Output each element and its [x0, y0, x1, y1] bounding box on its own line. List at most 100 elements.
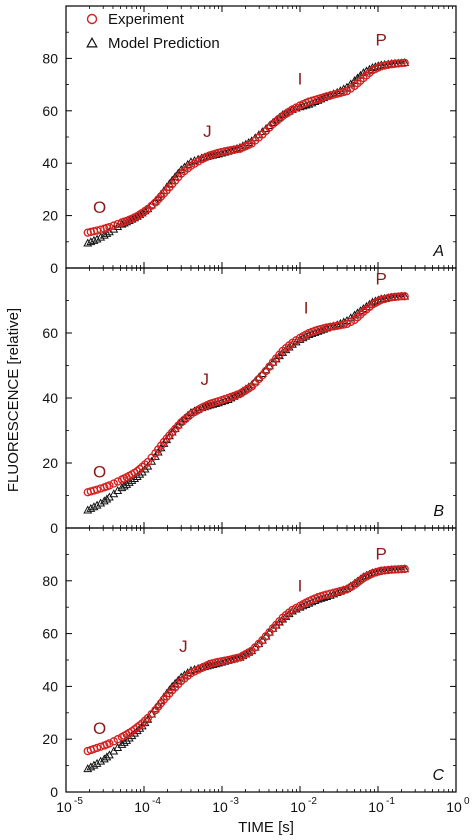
experiment-point: [133, 466, 142, 476]
panel-label: B: [433, 503, 444, 520]
experiment-point: [226, 146, 236, 155]
phase-label-j: J: [203, 122, 212, 141]
experiment-point: [135, 464, 144, 474]
model-point: [86, 503, 96, 512]
x-tick-label: 10: [56, 799, 72, 815]
experiment-point: [397, 565, 406, 574]
model-point: [83, 238, 93, 247]
model-point: [102, 494, 112, 503]
x-tick-exponent: -5: [74, 796, 83, 807]
y-tick-label: 80: [42, 573, 58, 589]
x-tick-label: 10: [290, 799, 306, 815]
y-tick-label: 40: [42, 678, 58, 694]
model-point: [310, 327, 320, 336]
y-tick-label: 20: [42, 455, 58, 471]
experiment-point: [229, 145, 239, 154]
model-point: [313, 594, 323, 603]
y-tick-label: 60: [42, 103, 58, 119]
y-tick-label: 60: [42, 325, 58, 341]
series-experiment: [83, 292, 409, 497]
model-point: [124, 477, 134, 486]
panel-c: 0 20 40 60 80 O J I P C: [42, 527, 457, 800]
experiment-point: [133, 723, 142, 732]
legend-item-model-prediction: Model Prediction: [86, 35, 220, 52]
experiment-point: [232, 145, 242, 154]
experiment-point: [105, 739, 114, 748]
model-point: [89, 502, 99, 511]
experiment-point: [400, 564, 409, 574]
experiment-point: [135, 721, 144, 730]
phase-label-o: O: [93, 198, 106, 217]
y-tick-label: 20: [42, 731, 58, 747]
legend: Experiment Model Prediction: [86, 11, 220, 52]
model-point: [217, 397, 227, 406]
experiment-point: [113, 735, 122, 744]
model-point: [298, 101, 308, 110]
model-point: [313, 326, 323, 335]
y-tick-label: 80: [42, 50, 58, 66]
phase-label-i: I: [298, 70, 303, 89]
experiment-point: [92, 226, 102, 235]
y-tick-label: 40: [42, 155, 58, 171]
model-point: [310, 97, 320, 106]
legend-item-experiment: Experiment: [86, 11, 185, 28]
experiment-point: [224, 146, 233, 155]
experiment-point: [339, 320, 348, 329]
model-point: [96, 756, 106, 765]
model-point: [250, 376, 260, 385]
panels: 0 20 40 60 80 O J I P A 0 20 40 60 O J I P B 0 20 40 60 80 O J I P C…: [42, 5, 470, 815]
model-point: [96, 498, 106, 507]
x-tick-label: 10: [212, 799, 228, 815]
model-point: [316, 593, 326, 602]
x-tick-label: 10: [446, 799, 462, 815]
x-tick-label: 10: [134, 799, 150, 815]
experiment-point: [109, 479, 118, 488]
experiment-point: [339, 585, 348, 595]
experiment-point: [92, 743, 102, 753]
model-point: [127, 475, 137, 484]
model-point: [83, 505, 93, 514]
panel-b: 0 20 40 60 O J I P B: [42, 267, 457, 536]
x-tick-label: 10: [368, 799, 384, 815]
experiment-point: [105, 222, 114, 232]
x-axis-title: TIME [s]: [238, 819, 294, 836]
x-tick-exponent: -1: [386, 796, 395, 807]
experiment-point: [113, 477, 122, 486]
x-tick-exponent: -4: [152, 796, 161, 807]
y-axis-title: FLUORESCENCE [relative]: [5, 308, 22, 492]
model-point: [117, 739, 127, 748]
model-point: [104, 750, 114, 759]
y-tick-label: 0: [50, 520, 58, 536]
phase-label-p: P: [376, 30, 387, 49]
y-tick-label: 20: [42, 208, 58, 224]
model-point: [257, 368, 267, 378]
model-point: [220, 396, 230, 405]
model-point: [86, 237, 96, 246]
model-point: [86, 762, 96, 771]
phase-label-p: P: [376, 269, 387, 288]
y-tick-label: 60: [42, 626, 58, 642]
panel-label: C: [432, 767, 444, 784]
model-point: [102, 228, 112, 237]
series-experiment: [83, 58, 409, 237]
model-point: [316, 325, 326, 334]
legend-label: Model Prediction: [108, 35, 220, 52]
model-point: [254, 372, 264, 381]
experiment-point: [397, 58, 406, 68]
panel-label: A: [432, 243, 444, 260]
x-tick-exponent: 0: [464, 796, 470, 807]
series-experiment: [83, 564, 409, 756]
phase-label-o: O: [93, 719, 106, 738]
phase-label-o: O: [93, 463, 106, 482]
experiment-point: [92, 485, 102, 494]
model-point: [99, 496, 109, 505]
model-point: [122, 735, 132, 744]
y-tick-label: 0: [50, 260, 58, 276]
experiment-point: [400, 292, 409, 301]
model-point: [99, 754, 109, 763]
experiment-point: [105, 481, 114, 490]
model-point: [122, 479, 132, 488]
model-point: [119, 737, 129, 746]
